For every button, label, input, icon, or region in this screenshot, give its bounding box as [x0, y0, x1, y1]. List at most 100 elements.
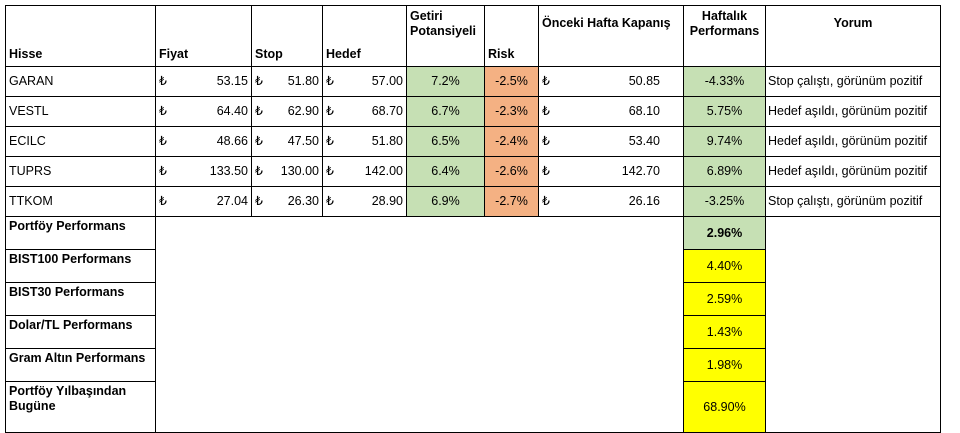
usdtry-performance-value: 1.43%	[683, 315, 766, 349]
stop-cell: ₺ 26.30	[251, 186, 323, 217]
header-comment: Yorum	[765, 5, 941, 67]
bist30-performance-value: 2.59%	[683, 282, 766, 316]
currency-symbol: ₺	[542, 164, 550, 178]
table-row: VESTL ₺ 64.40 ₺ 62.90 ₺ 68.70 6.7% -2.3% ₺ 6…	[5, 96, 941, 127]
comment-cell: Hedef aşıldı, görünüm pozitif	[765, 126, 941, 157]
gold-performance-value: 1.98%	[683, 348, 766, 382]
currency-symbol: ₺	[326, 104, 334, 118]
summary-row: Portföy Performans 2.96%	[5, 216, 941, 433]
price-cell: ₺ 48.66	[155, 126, 252, 157]
summary-label: BIST30 Performans	[5, 282, 156, 316]
comment-cell: Hedef aşıldı, görünüm pozitif	[765, 96, 941, 127]
stop-cell: ₺ 51.80	[251, 66, 323, 97]
portfolio-table: Hisse Fiyat Stop Hedef Getiri Potansiyel…	[5, 5, 941, 433]
summary-row: BIST100 Performans 4.40%	[5, 249, 941, 283]
prev-close-cell: ₺ 142.70	[538, 156, 684, 187]
performance-sheet: Hisse Fiyat Stop Hedef Getiri Potansiyel…	[5, 5, 960, 433]
currency-symbol: ₺	[542, 104, 550, 118]
currency-symbol: ₺	[542, 134, 550, 148]
header-price: Fiyat	[155, 5, 252, 67]
stop-value: 51.80	[287, 74, 319, 88]
summary-row: BIST30 Performans 2.59%	[5, 282, 941, 316]
target-cell: ₺ 28.90	[322, 186, 407, 217]
table-row: ECILC ₺ 48.66 ₺ 47.50 ₺ 51.80 6.5% -2.4% ₺ 5…	[5, 126, 941, 157]
risk-cell: -2.6%	[484, 156, 539, 187]
weekly-performance-cell: 5.75%	[683, 96, 766, 127]
portfolio-performance-value: 2.96%	[683, 216, 766, 250]
currency-symbol: ₺	[326, 194, 334, 208]
table-row: GARAN ₺ 53.15 ₺ 51.80 ₺ 57.00 7.2% -2.5% ₺ 5…	[5, 66, 941, 97]
prev-close-value: 142.70	[621, 164, 660, 178]
header-prev-close: Önceki Hafta Kapanış	[538, 5, 684, 67]
price-value: 48.66	[216, 134, 248, 148]
weekly-performance-cell: -3.25%	[683, 186, 766, 217]
summary-row: Portföy Yılbaşından Bugüne 68.90%	[5, 381, 941, 433]
target-value: 68.70	[371, 104, 403, 118]
prev-close-cell: ₺ 26.16	[538, 186, 684, 217]
weekly-performance-cell: 9.74%	[683, 126, 766, 157]
target-value: 57.00	[371, 74, 403, 88]
ytd-performance-value: 68.90%	[683, 381, 766, 433]
target-cell: ₺ 57.00	[322, 66, 407, 97]
prev-close-value: 50.85	[628, 74, 660, 88]
stock-cell: GARAN	[5, 66, 156, 97]
return-potential-cell: 6.4%	[406, 156, 485, 187]
target-cell: ₺ 142.00	[322, 156, 407, 187]
currency-symbol: ₺	[255, 74, 263, 88]
currency-symbol: ₺	[255, 164, 263, 178]
comment-cell: Stop çalıştı, görünüm pozitif	[765, 186, 941, 217]
summary-label: Dolar/TL Performans	[5, 315, 156, 349]
stop-cell: ₺ 130.00	[251, 156, 323, 187]
prev-close-value: 53.40	[628, 134, 660, 148]
currency-symbol: ₺	[326, 134, 334, 148]
header-return-potential: Getiri Potansiyeli	[406, 5, 485, 67]
prev-close-value: 68.10	[628, 104, 660, 118]
summary-row: Gram Altın Performans 1.98%	[5, 348, 941, 382]
stock-cell: ECILC	[5, 126, 156, 157]
header-risk: Risk	[484, 5, 539, 67]
comment-cell: Stop çalıştı, görünüm pozitif	[765, 66, 941, 97]
price-cell: ₺ 64.40	[155, 96, 252, 127]
weekly-performance-cell: -4.33%	[683, 66, 766, 97]
target-value: 51.80	[371, 134, 403, 148]
summary-row: Dolar/TL Performans 1.43%	[5, 315, 941, 349]
price-value: 53.15	[216, 74, 248, 88]
return-potential-cell: 6.7%	[406, 96, 485, 127]
target-value: 142.00	[364, 164, 403, 178]
stop-value: 130.00	[280, 164, 319, 178]
risk-cell: -2.3%	[484, 96, 539, 127]
risk-cell: -2.5%	[484, 66, 539, 97]
stop-value: 62.90	[287, 104, 319, 118]
prev-close-cell: ₺ 68.10	[538, 96, 684, 127]
summary-label: Portföy Yılbaşından Bugüne	[5, 381, 156, 433]
stop-value: 26.30	[287, 194, 319, 208]
return-potential-cell: 6.5%	[406, 126, 485, 157]
summary-label: Gram Altın Performans	[5, 348, 156, 382]
stock-cell: TUPRS	[5, 156, 156, 187]
prev-close-value: 26.16	[628, 194, 660, 208]
comment-cell: Hedef aşıldı, görünüm pozitif	[765, 156, 941, 187]
blank-area	[155, 216, 684, 433]
risk-cell: -2.7%	[484, 186, 539, 217]
summary-label: BIST100 Performans	[5, 249, 156, 283]
table-row: TTKOM ₺ 27.04 ₺ 26.30 ₺ 28.90 6.9% -2.7% ₺ 2…	[5, 186, 941, 217]
stop-value: 47.50	[287, 134, 319, 148]
stock-cell: TTKOM	[5, 186, 156, 217]
stock-cell: VESTL	[5, 96, 156, 127]
prev-close-cell: ₺ 53.40	[538, 126, 684, 157]
currency-symbol: ₺	[255, 104, 263, 118]
prev-close-cell: ₺ 50.85	[538, 66, 684, 97]
currency-symbol: ₺	[159, 104, 167, 118]
header-weekly-performance: Haftalık Performans	[683, 5, 766, 67]
header-stock: Hisse	[5, 5, 156, 67]
blank-area-right	[765, 216, 941, 433]
weekly-performance-cell: 6.89%	[683, 156, 766, 187]
price-value: 133.50	[209, 164, 248, 178]
target-cell: ₺ 51.80	[322, 126, 407, 157]
price-value: 64.40	[216, 104, 248, 118]
bist100-performance-value: 4.40%	[683, 249, 766, 283]
header-row: Hisse Fiyat Stop Hedef Getiri Potansiyel…	[5, 5, 941, 67]
currency-symbol: ₺	[326, 164, 334, 178]
table-row: TUPRS ₺ 133.50 ₺ 130.00 ₺ 142.00 6.4% -2.6%…	[5, 156, 941, 187]
header-stop: Stop	[251, 5, 323, 67]
